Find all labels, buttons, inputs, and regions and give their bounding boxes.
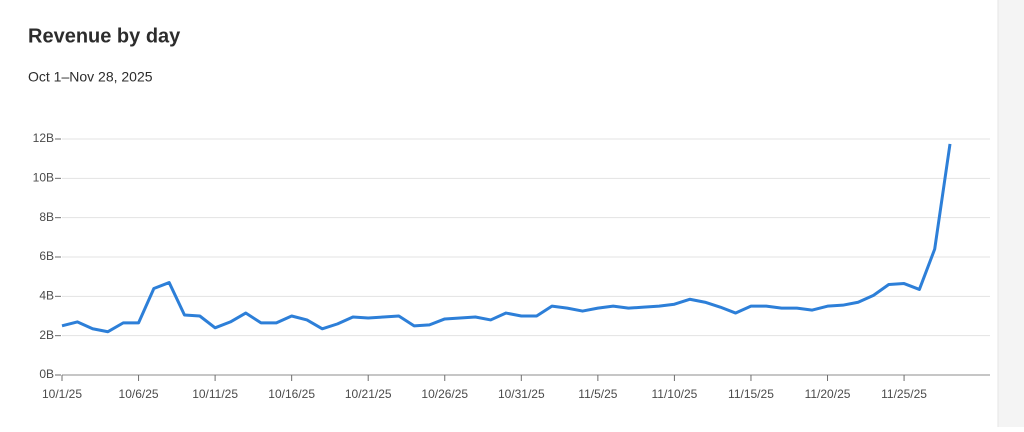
x-tick-label: 11/15/25: [728, 387, 774, 401]
x-tick-label: 11/5/25: [578, 387, 617, 401]
x-tick-label: 10/26/25: [421, 387, 468, 401]
x-tick-label: 10/21/25: [345, 387, 392, 401]
x-tick-label: 10/6/25: [119, 387, 159, 401]
x-tick-label: 10/31/25: [498, 387, 545, 401]
x-tick-label: 11/25/25: [881, 387, 927, 401]
x-tick-label: 10/11/25: [192, 387, 238, 401]
y-tick-label: 12B: [33, 131, 54, 145]
y-tick-label: 6B: [39, 249, 54, 263]
x-tick-label: 11/10/25: [651, 387, 697, 401]
chart-title: Revenue by day: [28, 25, 181, 47]
y-tick-label: 0B: [39, 367, 54, 381]
y-tick-label: 4B: [39, 289, 54, 303]
data-line: [61, 143, 952, 334]
x-tick-label: 11/20/25: [805, 387, 851, 401]
y-tick-label: 8B: [39, 210, 54, 224]
chart-subtitle: Oct 1–Nov 28, 2025: [28, 69, 153, 85]
side-panel: [998, 0, 1024, 427]
x-tick-label: 10/1/25: [42, 387, 82, 401]
y-tick-label: 2B: [39, 328, 54, 342]
x-tick-label: 10/16/25: [268, 387, 315, 401]
y-tick-label: 10B: [33, 171, 54, 185]
